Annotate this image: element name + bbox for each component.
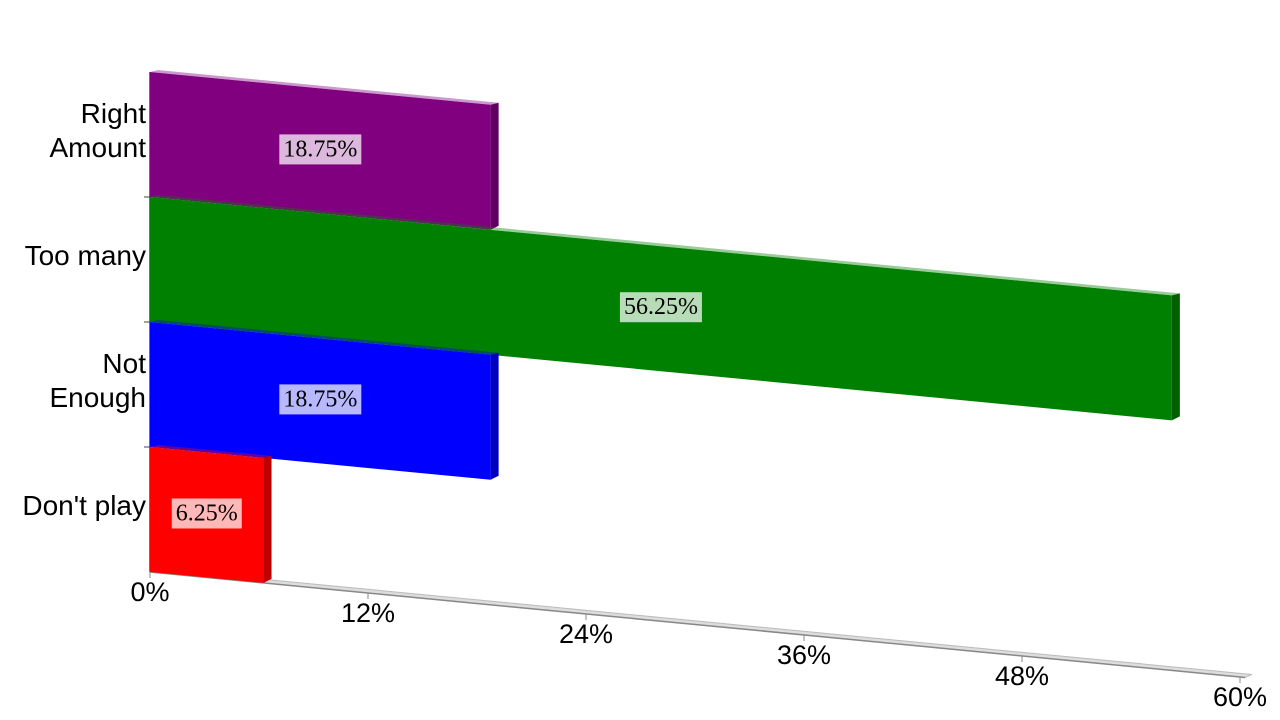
value-label: 18.75% <box>283 136 357 162</box>
category-label: Not Enough <box>49 347 146 413</box>
x-axis-floor <box>149 568 1253 678</box>
x-tick-label: 24% <box>559 619 613 649</box>
x-tick-label: 48% <box>995 661 1049 691</box>
category-label: Right Amount <box>49 97 147 163</box>
value-label: 18.75% <box>283 386 357 412</box>
x-tick-label: 0% <box>130 577 169 607</box>
value-label: 6.25% <box>176 500 238 526</box>
bar-side <box>1171 293 1180 421</box>
bar-top <box>150 445 272 458</box>
bar-side <box>263 455 272 583</box>
bar-side <box>490 352 499 480</box>
bar-group: 18.75% <box>150 320 499 480</box>
bar-group: 18.75% <box>150 70 499 230</box>
bar-top <box>150 195 1180 296</box>
category-label: Don't play <box>22 489 146 521</box>
value-label-bg <box>279 384 362 415</box>
x-tick-label: 60% <box>1213 682 1267 712</box>
bar-side <box>490 102 499 230</box>
value-label-bg <box>619 292 702 323</box>
category-label: Too many <box>24 239 146 271</box>
value-label-bg <box>171 498 242 529</box>
bar-top <box>150 70 499 105</box>
x-axis <box>149 571 1246 679</box>
bar-top <box>150 320 499 355</box>
x-tick-label: 36% <box>777 640 831 670</box>
x-tick-label: 12% <box>341 598 395 628</box>
bar-group: 6.25% <box>150 445 272 583</box>
bar-group: 56.25% <box>150 195 1180 421</box>
value-label: 56.25% <box>624 294 698 320</box>
value-label-bg <box>279 134 362 165</box>
